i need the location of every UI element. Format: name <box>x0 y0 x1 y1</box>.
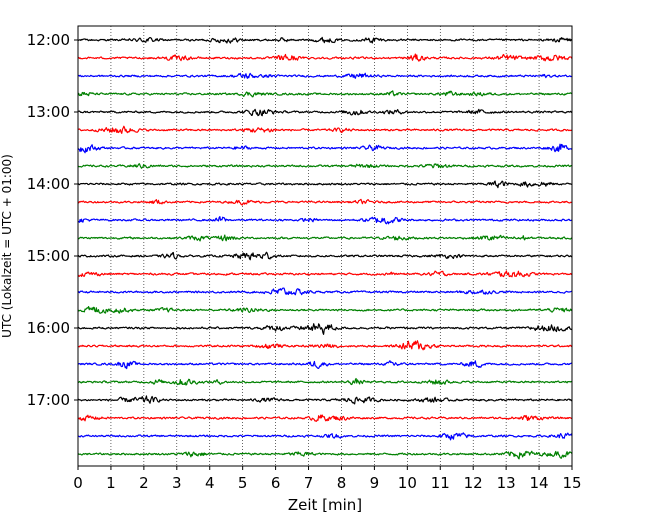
grid-lines <box>110 26 540 466</box>
seismic-trace <box>77 377 573 386</box>
y-tick-label: 16:00 <box>27 319 70 337</box>
x-tick-label: 9 <box>370 474 380 492</box>
seismic-trace <box>77 216 573 225</box>
seismic-trace <box>77 432 573 441</box>
seismic-trace <box>77 90 573 98</box>
x-tick-label: 12 <box>464 474 483 492</box>
plot-area-background <box>78 26 572 466</box>
y-axis-label: UTC (Lokalzeit = UTC + 01:00) <box>0 154 14 338</box>
x-tick-label: 5 <box>238 474 248 492</box>
seismic-trace <box>77 198 573 206</box>
seismic-trace <box>77 287 573 296</box>
x-tick-label: 8 <box>337 474 347 492</box>
x-tick-label: 13 <box>497 474 516 492</box>
x-tick-label: 10 <box>398 474 417 492</box>
x-tick-label: 0 <box>73 474 83 492</box>
x-tick-label: 2 <box>139 474 149 492</box>
seismic-trace <box>77 270 573 278</box>
seismic-trace <box>77 180 573 189</box>
seismic-trace <box>77 360 573 370</box>
y-axis: 12:00 13:00 14:00 15:00 16:00 17:00 <box>27 31 78 409</box>
x-tick-label: 1 <box>106 474 116 492</box>
seismic-trace <box>77 414 573 422</box>
x-tick-label: 11 <box>431 474 450 492</box>
seismic-trace <box>77 53 573 62</box>
y-tick-label: 17:00 <box>27 391 70 409</box>
seismic-trace <box>77 323 573 335</box>
x-axis-label: Zeit [min] <box>288 496 362 514</box>
seismic-trace <box>77 251 573 261</box>
x-tick-label: 6 <box>271 474 281 492</box>
x-tick-label: 4 <box>205 474 215 492</box>
seismic-trace <box>77 395 573 405</box>
x-tick-label: 7 <box>304 474 314 492</box>
seismic-trace <box>77 163 573 169</box>
seismic-trace <box>77 234 573 242</box>
seismic-trace <box>77 36 573 44</box>
seismic-trace <box>77 340 573 351</box>
y-tick-label: 15:00 <box>27 247 70 265</box>
plot-frame <box>77 25 573 467</box>
x-tick-label: 14 <box>530 474 549 492</box>
seismic-trace <box>77 306 573 314</box>
y-tick-label: 14:00 <box>27 175 70 193</box>
seismic-trace <box>77 143 573 154</box>
seismic-trace <box>77 125 573 134</box>
x-tick-label: 15 <box>562 474 581 492</box>
seismic-trace <box>77 108 573 117</box>
x-tick-label: 3 <box>172 474 182 492</box>
seismic-trace <box>77 450 573 460</box>
x-axis: 0 1 2 3 4 5 6 7 8 9 10 11 12 13 14 15 <box>73 466 582 492</box>
y-tick-label: 13:00 <box>27 103 70 121</box>
traces <box>77 36 573 460</box>
y-tick-label: 12:00 <box>27 31 70 49</box>
seismic-trace <box>77 72 573 79</box>
